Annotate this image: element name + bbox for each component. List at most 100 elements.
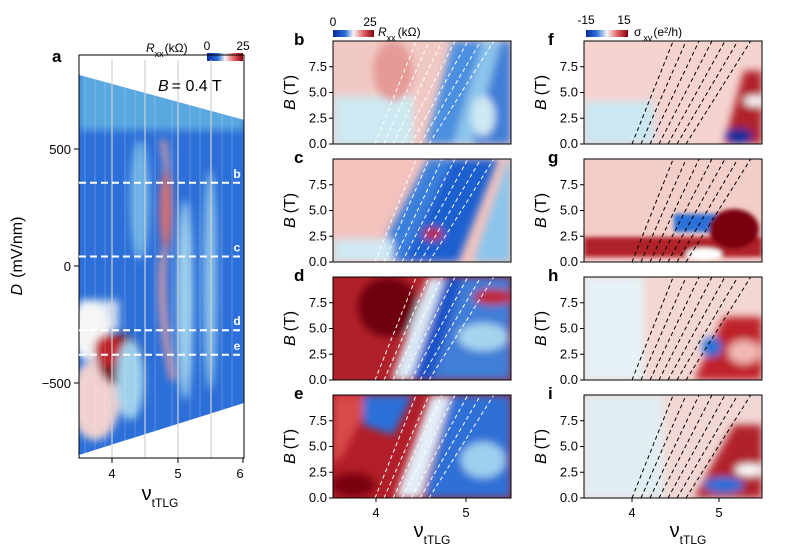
panel-b: 0.0 2.5 5.0 7.5 B(T) b: [282, 30, 512, 151]
cut-label-b: b: [233, 167, 240, 181]
ytick-label: 0.0: [309, 372, 327, 387]
panel-a-annotation: B = 0.4 T: [158, 78, 222, 95]
ytick-label: 5.0: [309, 203, 327, 218]
a-xlabel: νtTLG: [142, 483, 179, 510]
fan-line: [374, 41, 417, 144]
ytick-label: 5.0: [560, 439, 578, 454]
heatmap-g: [584, 159, 762, 262]
fan-line: [383, 159, 430, 262]
panel-label-i: i: [548, 384, 553, 403]
panel-label-a: a: [52, 47, 62, 66]
fan-line: [667, 395, 726, 498]
fan-line: [410, 395, 469, 498]
colorbar-sxy-label: σ xy(e²/h): [634, 25, 682, 43]
fan-line: [419, 159, 482, 262]
fan-line: [401, 159, 456, 262]
panel-a-yaxis: 500 0 −500 D(mV/nm): [9, 142, 79, 391]
cut-label-c: c: [234, 241, 241, 255]
panel-f: 0.0 2.5 5.0 7.5 B(T) f: [533, 30, 763, 151]
fan-line: [640, 41, 687, 144]
heatmap-b: [333, 41, 511, 144]
ytick-label: 0.0: [309, 136, 327, 151]
ytick-label: 5.0: [309, 439, 327, 454]
ytick-label: 2.5: [560, 346, 578, 361]
fan-line: [631, 277, 674, 380]
ytick-label: 2.5: [560, 228, 578, 243]
fan-line: [631, 395, 674, 498]
fan-line: [649, 159, 700, 262]
colorbar-a-gradient: [207, 53, 243, 61]
e-xtick-5: 5: [462, 505, 469, 520]
a-xtick-6: 6: [236, 466, 243, 481]
heatmap-c: [333, 159, 511, 262]
fan-line: [419, 41, 482, 144]
colorbar-sxy-max: 15: [617, 13, 631, 27]
colorbar-rxx-max: 25: [363, 15, 377, 29]
colorbar-a-min: 0: [204, 39, 211, 53]
fan-line: [658, 159, 713, 262]
fan-line: [410, 277, 469, 380]
panel-label-b: b: [294, 30, 304, 49]
fan-lines-e: [374, 395, 495, 498]
heatmap-i: [584, 395, 762, 498]
fan-line: [658, 277, 713, 380]
colorbar-rxx-min: 0: [330, 15, 337, 29]
panel-label-c: c: [294, 148, 303, 167]
colorbar-sxy: -15 15 σ xy(e²/h): [577, 13, 682, 43]
panel-g: 0.0 2.5 5.0 7.5 B(T) g: [533, 148, 763, 269]
colorbar-rxx: 0 25 Rxx (kΩ): [330, 15, 421, 43]
panel-c: 0.0 2.5 5.0 7.5 B(T) c: [282, 148, 512, 269]
fan-line: [676, 159, 739, 262]
ylabel-b: B(T): [282, 75, 299, 110]
fan-line: [392, 41, 443, 144]
fan-line: [676, 395, 739, 498]
heatmap-h: [584, 277, 762, 380]
ylabel-c: B(T): [282, 193, 299, 228]
ytick-label: 5.0: [309, 321, 327, 336]
panel-a: a Rxx(kΩ) 0 25: [9, 39, 250, 510]
small-panels: 0.0 2.5 5.0 7.5 B(T) b 0.0 2.5 5.0 7.5 B(T) c 0.0 2.5…: [282, 30, 763, 505]
ytick-label: 5.0: [560, 203, 578, 218]
ytick-label: 7.5: [309, 295, 327, 310]
fan-line: [649, 395, 700, 498]
fan-line: [676, 41, 739, 144]
fan-line: [410, 159, 469, 262]
fan-line: [392, 277, 443, 380]
fan-line: [640, 277, 687, 380]
panel-label-f: f: [548, 30, 554, 49]
a-xtick-5: 5: [174, 466, 181, 481]
ytick-label: 7.5: [560, 59, 578, 74]
panel-i: 0.0 2.5 5.0 7.5 B(T) i: [533, 384, 763, 505]
fan-line: [640, 159, 687, 262]
colorbar-sxy-min: -15: [577, 13, 595, 27]
ylabel-i: B(T): [533, 429, 550, 464]
ytick-label: 2.5: [560, 464, 578, 479]
heatmap-e: [333, 395, 511, 498]
fan-line: [667, 277, 726, 380]
ytick-label: 7.5: [560, 295, 578, 310]
colorbar-rxx-gradient: [333, 30, 374, 37]
ytick-label: 5.0: [309, 85, 327, 100]
fan-line: [667, 159, 726, 262]
fan-line: [383, 395, 430, 498]
a-ytick-0: 0: [64, 259, 71, 274]
ytick-label: 7.5: [560, 413, 578, 428]
panel-a-vlines: [111, 60, 212, 458]
fan-line: [383, 277, 430, 380]
fan-line: [374, 395, 417, 498]
ytick-label: 2.5: [309, 346, 327, 361]
panel-e: 0.0 2.5 5.0 7.5 B(T) e: [282, 384, 512, 505]
i-xtick-5: 5: [715, 505, 722, 520]
colorbar-a-max: 25: [236, 39, 250, 53]
panel-a-xaxis: 4 5 6 νtTLG: [108, 458, 244, 510]
fan-line: [401, 41, 456, 144]
fan-line: [631, 159, 674, 262]
fan-lines-g: [631, 159, 752, 262]
panel-h: 0.0 2.5 5.0 7.5 B(T) h: [533, 266, 763, 387]
ytick-label: 2.5: [309, 110, 327, 125]
fan-line: [676, 277, 739, 380]
colorbar-a: Rxx(kΩ) 0 25: [146, 39, 250, 61]
fan-line: [383, 41, 430, 144]
fan-line: [410, 41, 469, 144]
